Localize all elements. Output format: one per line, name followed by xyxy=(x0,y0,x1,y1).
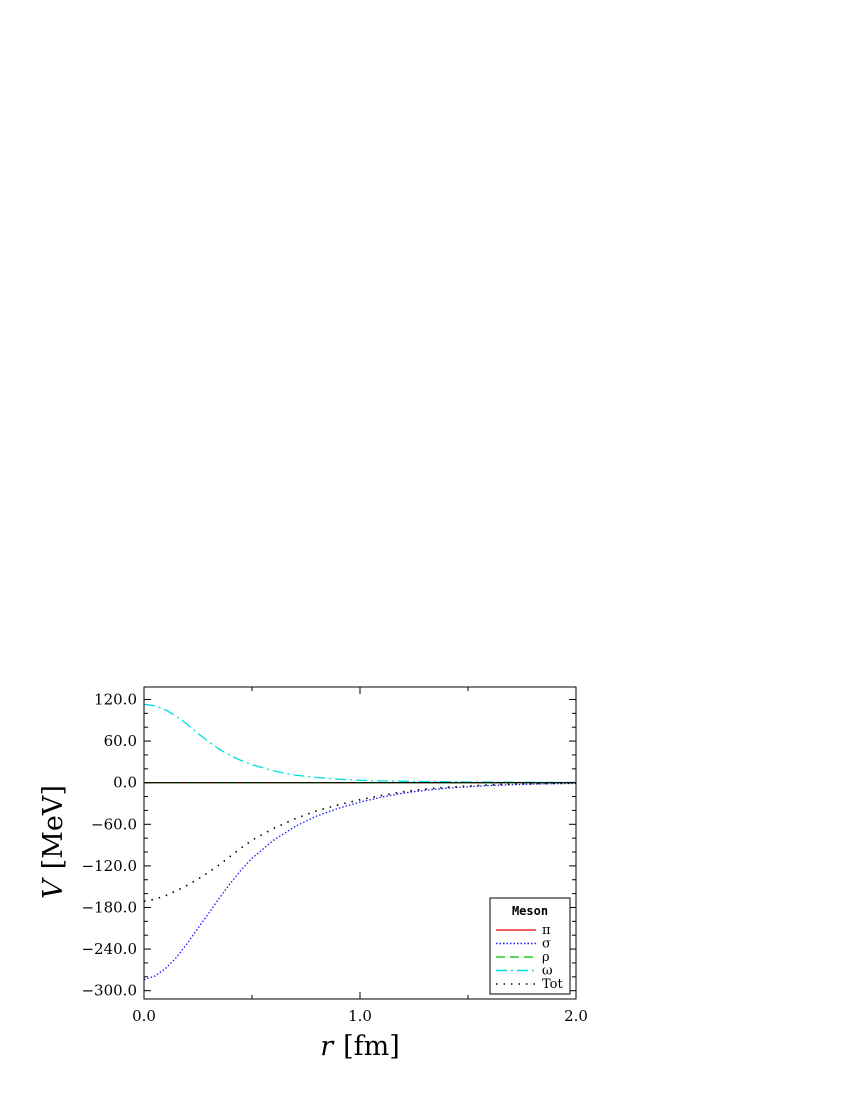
series-line-3 xyxy=(143,703,577,784)
x-tick-label: 1.0 xyxy=(348,1007,372,1025)
legend-label-2: ρ xyxy=(542,950,550,965)
y-tick-label: 60.0 xyxy=(104,732,137,750)
y-tick-label: −180.0 xyxy=(81,898,137,916)
legend-label-1: σ xyxy=(542,937,551,952)
y-tick-label: −300.0 xyxy=(81,982,137,1000)
y-tick-label: −240.0 xyxy=(81,940,137,958)
y-tick-label: 0.0 xyxy=(113,774,137,792)
x-tick-label: 0.0 xyxy=(132,1007,156,1025)
series-line-4 xyxy=(143,782,577,902)
y-axis-title: V [MeV] xyxy=(38,785,69,899)
y-axis-variable: V xyxy=(38,877,69,899)
axes: 120.0 60.0 0.0 −60.0 −120.0 −180.0 −240.0 −300.… xyxy=(81,686,588,1025)
legend-box xyxy=(489,897,571,995)
x-axis-title: r [fm] xyxy=(320,1031,400,1062)
y-tick-label: −120.0 xyxy=(81,857,137,875)
x-axis-unit: [fm] xyxy=(343,1031,400,1062)
y-tick-label: −60.0 xyxy=(91,815,137,833)
legend-title: Meson xyxy=(512,904,548,918)
legend-label-3: ω xyxy=(542,964,553,979)
x-tick-label: 2.0 xyxy=(564,1007,588,1025)
y-tick-label: 120.0 xyxy=(94,690,137,708)
series-line-1 xyxy=(143,782,577,981)
legend-label-4: Tot xyxy=(542,977,563,992)
y-axis-unit: [MeV] xyxy=(38,785,69,869)
x-axis-variable: r xyxy=(320,1031,335,1062)
legend-label-0: π xyxy=(542,923,551,938)
